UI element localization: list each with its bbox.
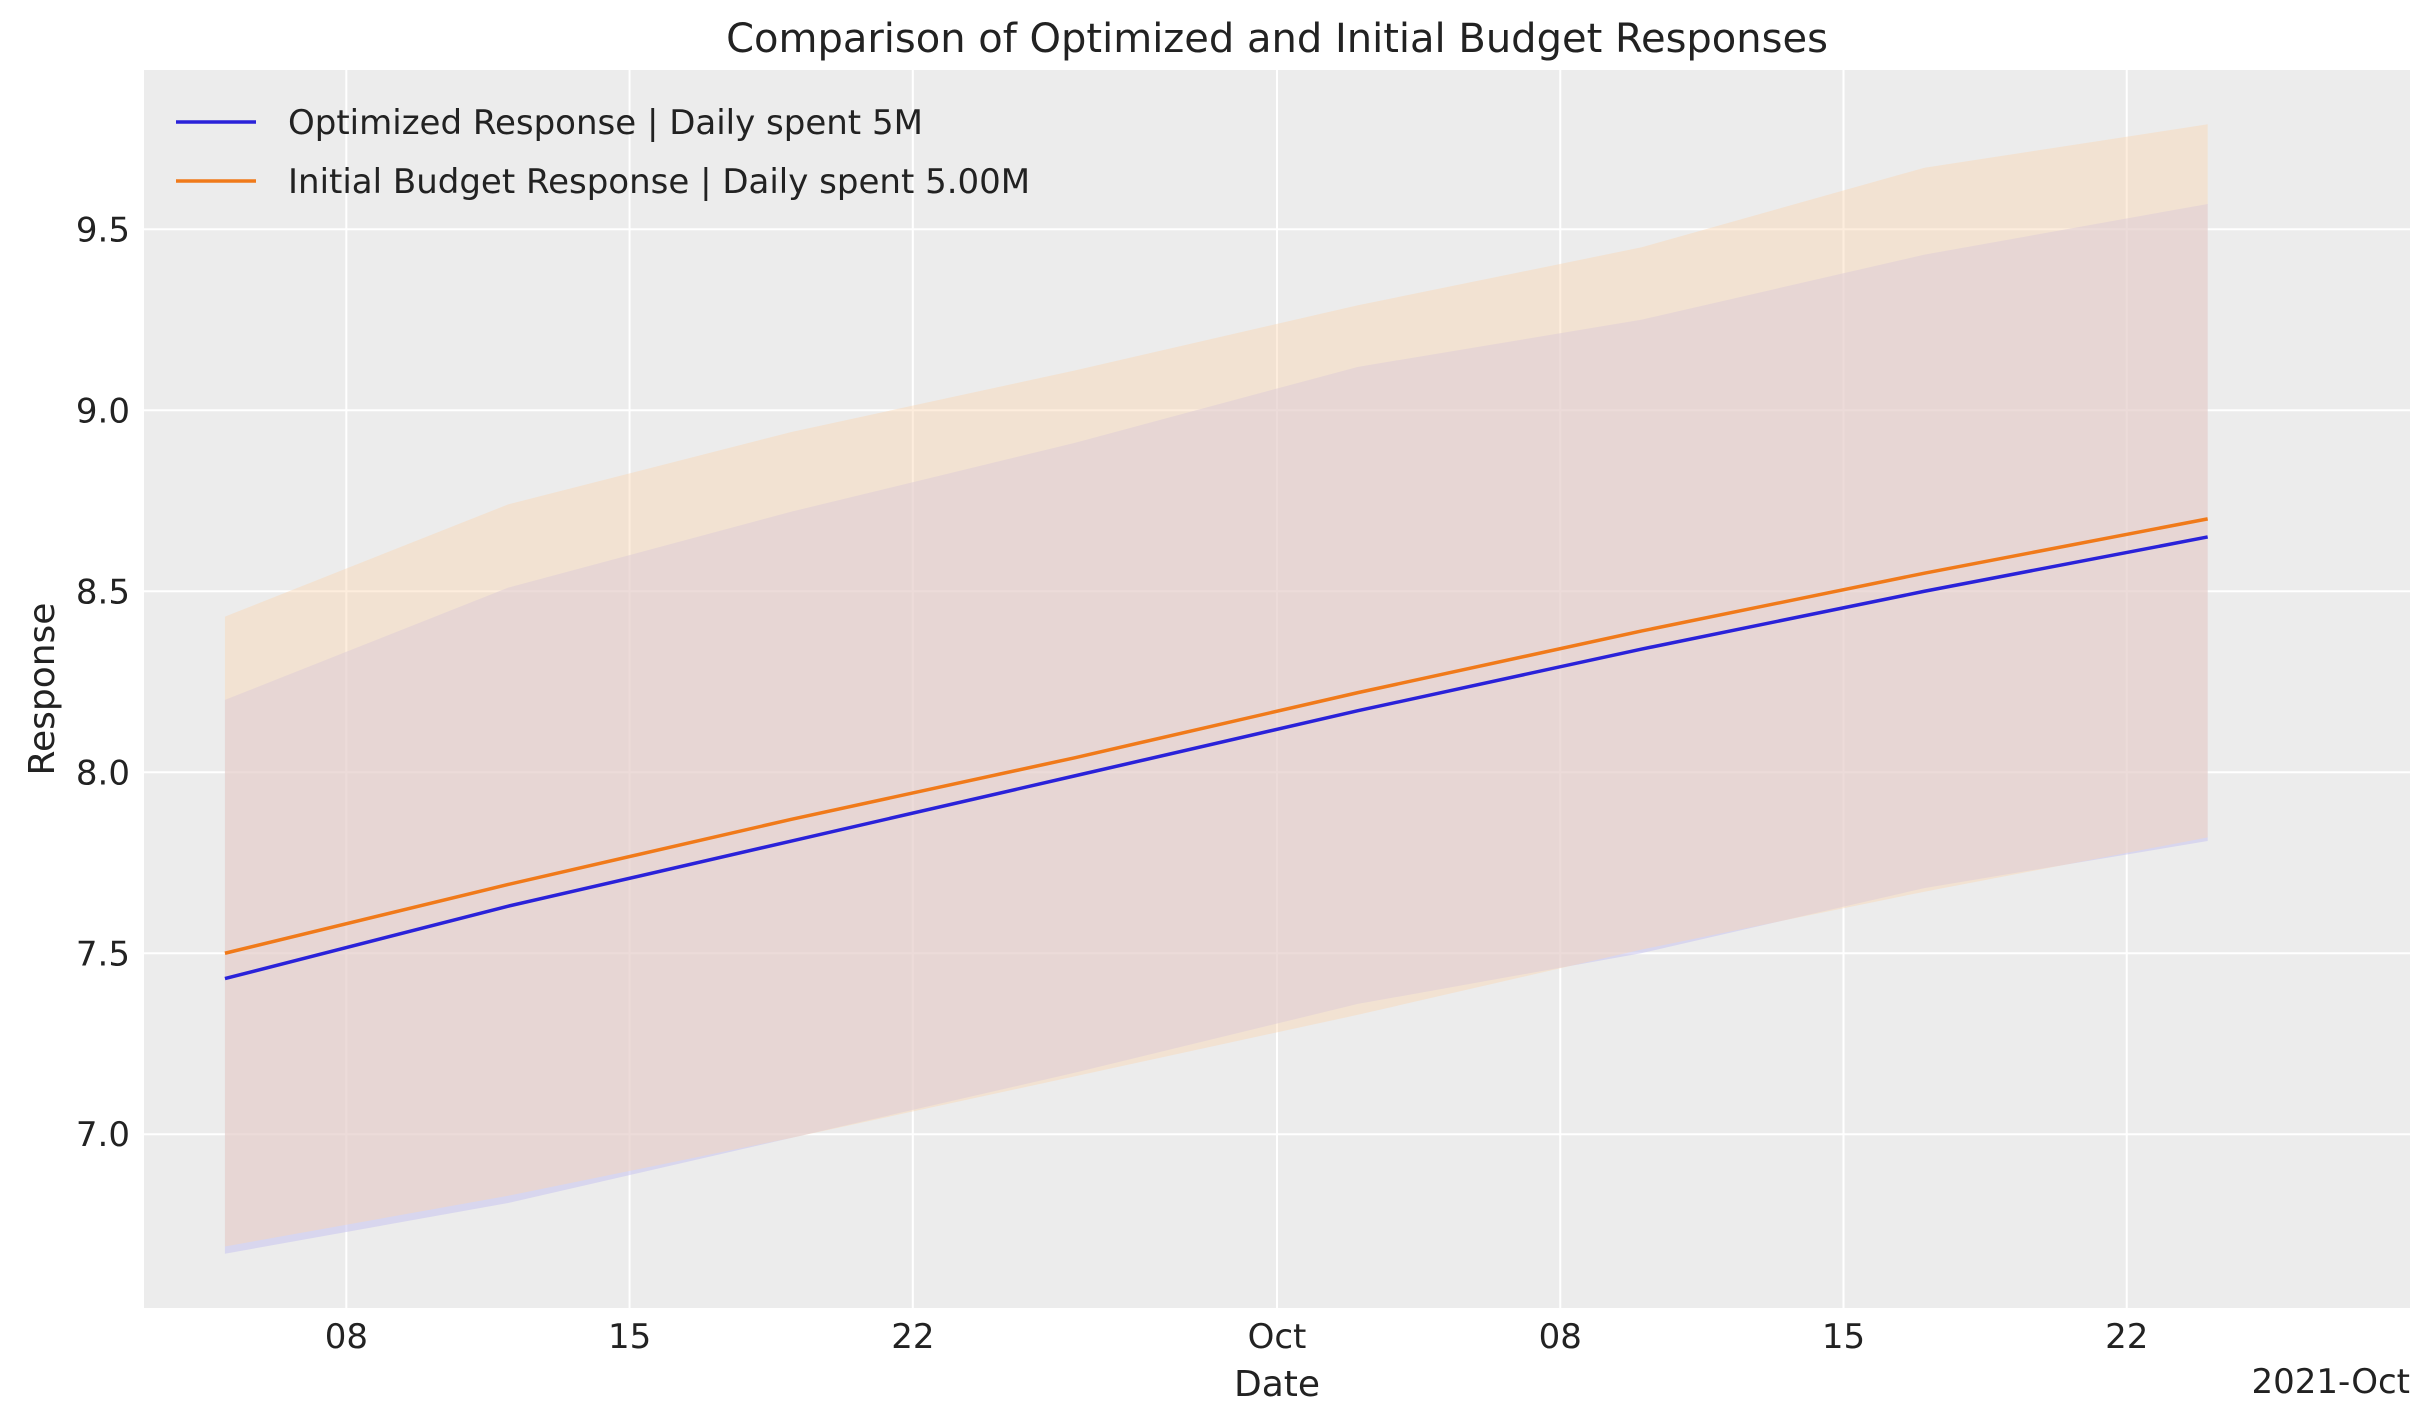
y-tick-label-0: 7.0 [76, 1115, 130, 1155]
y-axis-label: Response [22, 603, 63, 776]
y-tick-label-5: 9.5 [76, 210, 130, 250]
x-tick-label-3: Oct [1248, 1317, 1307, 1357]
x-axis-label: Date [1234, 1364, 1320, 1405]
y-tick-label-2: 8.0 [76, 753, 130, 793]
y-tick-label-3: 8.5 [76, 572, 130, 612]
legend-label-initial: Initial Budget Response | Daily spent 5.… [288, 162, 1030, 202]
x-tick-label-6: 22 [2105, 1317, 2148, 1357]
line-optimized [224, 535, 2209, 981]
legend: Optimized Response | Daily spent 5M Init… [176, 103, 1030, 202]
y-tick-label-4: 9.0 [76, 391, 130, 431]
band-initial [224, 124, 2208, 1247]
confidence-bands [224, 124, 2208, 1254]
x-tick-labels: 08 15 22 Oct 08 15 22 [325, 1317, 2149, 1357]
line-initial [224, 517, 2209, 955]
band-optimized [224, 203, 2208, 1254]
y-tick-label-1: 7.5 [76, 934, 130, 974]
x-tick-label-0: 08 [325, 1317, 368, 1357]
x-tick-label-4: 08 [1539, 1317, 1582, 1357]
x-tick-label-5: 15 [1822, 1317, 1865, 1357]
chart-title: Comparison of Optimized and Initial Budg… [726, 16, 1828, 62]
series-lines [224, 517, 2209, 981]
x-tick-label-1: 15 [608, 1317, 651, 1357]
legend-label-optimized: Optimized Response | Daily spent 5M [288, 103, 923, 143]
y-tick-labels: 7.0 7.5 8.0 8.5 9.0 9.5 [76, 210, 130, 1155]
x-tick-label-2: 22 [891, 1317, 934, 1357]
x-offset-label: 2021-Oct [2251, 1362, 2410, 1402]
